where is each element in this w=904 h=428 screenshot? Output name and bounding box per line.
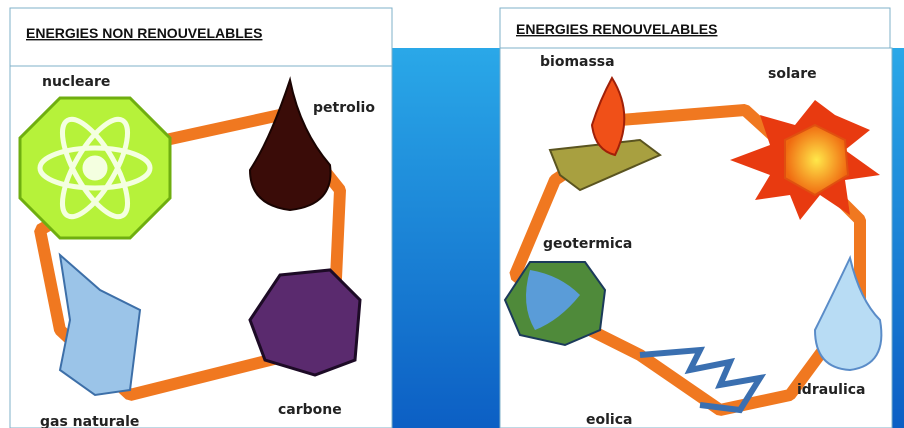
item-label: biomassa	[540, 54, 615, 70]
earth-water	[526, 270, 580, 330]
item-label: solare	[768, 66, 817, 82]
water-drop	[813, 255, 883, 372]
item-label: nucleare	[42, 74, 110, 90]
item-label: petrolio	[313, 100, 375, 116]
wind-swirl	[639, 346, 767, 414]
item-label: carbone	[278, 402, 342, 418]
flame	[590, 76, 626, 157]
panel-title: ENERGIES RENOUVELABLES	[516, 21, 717, 37]
panel-non-renewable: ENERGIES NON RENOUVELABLES nucleare petr…	[9, 7, 393, 428]
panel-title: ENERGIES NON RENOUVELABLES	[26, 25, 262, 41]
atom	[37, 116, 153, 220]
item-label: gas naturale	[40, 414, 139, 428]
panel-header	[9, 7, 393, 67]
wood	[548, 138, 662, 192]
coal-icon	[248, 268, 362, 377]
panel-header	[499, 7, 891, 49]
item-label: idraulica	[797, 382, 865, 398]
oil-drop	[248, 76, 332, 212]
panel-renewable: ENERGIES RENOUVELABLES biomassa solare g…	[499, 7, 893, 428]
gas-icon	[58, 252, 142, 397]
item-label: eolica	[586, 412, 632, 428]
sun	[730, 100, 880, 220]
item-label: geotermica	[543, 236, 632, 252]
